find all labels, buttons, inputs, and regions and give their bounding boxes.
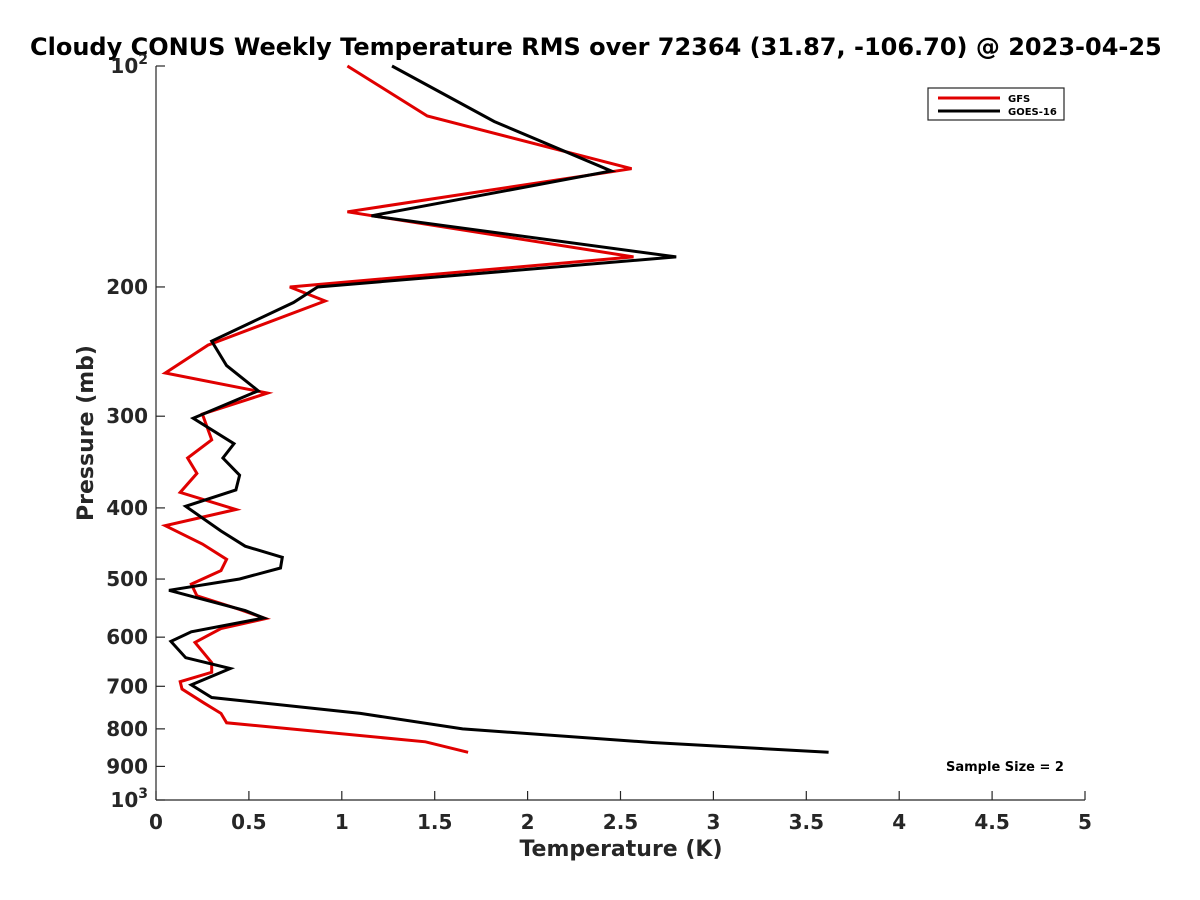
- x-axis-label: Temperature (K): [519, 837, 722, 862]
- x-tick-label: 4.5: [974, 810, 1009, 834]
- x-tick-label: 5: [1078, 810, 1092, 834]
- y-tick-label: 300: [106, 404, 148, 428]
- legend-label: GOES-16: [1008, 107, 1057, 118]
- x-tick-label: 2.5: [603, 810, 638, 834]
- series-line-goes-16: [168, 64, 829, 754]
- chart-title: Cloudy CONUS Weekly Temperature RMS over…: [30, 33, 1162, 61]
- axes: 0 0.5 1 1.5 2 2.5 3 3.5 4 4.5 5 102 200 300 400 500 600 7…: [106, 52, 1092, 834]
- y-tick-label: 800: [106, 717, 148, 741]
- y-axis-label: Pressure (mb): [74, 345, 99, 521]
- y-tick-label: 600: [106, 625, 148, 649]
- y-tick-label: 700: [106, 674, 148, 698]
- y-tick-label: 900: [106, 754, 148, 778]
- x-tick-label: 3: [706, 810, 720, 834]
- y-tick-label: 102: [110, 52, 148, 78]
- x-tick-label: 3.5: [789, 810, 824, 834]
- x-tick-label: 1.5: [417, 810, 452, 834]
- y-tick-label: 200: [106, 275, 148, 299]
- x-tick-label: 1: [335, 810, 349, 834]
- y-tick-label: 500: [106, 567, 148, 591]
- y-tick-label: 103: [110, 786, 148, 812]
- x-tick-label: 0: [149, 810, 163, 834]
- y-tick-label: 400: [106, 496, 148, 520]
- series-line-gfs: [160, 64, 634, 754]
- x-tick-label: 2: [521, 810, 535, 834]
- series-layer: [160, 64, 829, 754]
- legend: GFS GOES-16: [927, 87, 1065, 121]
- legend-box: [927, 87, 1065, 121]
- x-tick-label: 4: [892, 810, 906, 834]
- x-tick-label: 0.5: [231, 810, 266, 834]
- legend-label: GFS: [1008, 94, 1030, 105]
- sample-size-annotation: Sample Size = 2: [946, 760, 1064, 775]
